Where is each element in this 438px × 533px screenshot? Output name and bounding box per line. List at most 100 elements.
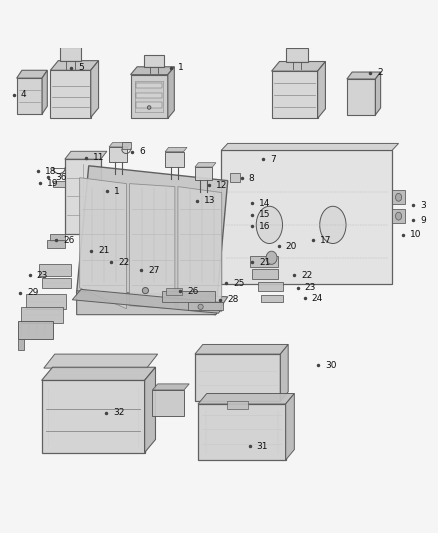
Text: 15: 15 [259, 211, 271, 219]
Text: 32: 32 [113, 408, 124, 417]
Polygon shape [136, 83, 162, 88]
Text: 23: 23 [37, 271, 48, 280]
Polygon shape [42, 367, 155, 381]
Polygon shape [131, 67, 174, 75]
Polygon shape [221, 143, 399, 150]
Polygon shape [152, 390, 184, 416]
Text: 5: 5 [78, 63, 84, 72]
Text: 2: 2 [377, 68, 383, 77]
Polygon shape [280, 344, 288, 401]
Polygon shape [42, 70, 47, 114]
Text: 36: 36 [55, 173, 67, 182]
Text: 20: 20 [286, 242, 297, 251]
Text: 22: 22 [118, 257, 130, 266]
Ellipse shape [396, 212, 402, 220]
Polygon shape [178, 187, 222, 312]
Polygon shape [109, 142, 131, 147]
Ellipse shape [198, 304, 203, 310]
Text: 24: 24 [312, 294, 323, 303]
Text: 21: 21 [259, 257, 271, 266]
Text: 30: 30 [325, 361, 336, 370]
Polygon shape [272, 61, 325, 71]
Ellipse shape [147, 106, 151, 109]
Polygon shape [91, 61, 99, 118]
Polygon shape [198, 404, 286, 460]
Polygon shape [50, 234, 65, 241]
Text: 14: 14 [259, 199, 271, 208]
Polygon shape [130, 184, 175, 309]
Text: 27: 27 [148, 265, 159, 274]
Polygon shape [318, 61, 325, 118]
Polygon shape [21, 307, 63, 324]
Polygon shape [72, 289, 223, 313]
Polygon shape [50, 70, 91, 118]
Polygon shape [286, 49, 308, 61]
Text: 18: 18 [45, 166, 56, 175]
Polygon shape [18, 321, 53, 339]
Polygon shape [162, 290, 215, 302]
Polygon shape [227, 401, 248, 409]
Polygon shape [50, 61, 99, 70]
Polygon shape [286, 393, 294, 460]
Polygon shape [230, 173, 240, 182]
Ellipse shape [396, 193, 402, 201]
Polygon shape [39, 264, 71, 276]
Polygon shape [198, 393, 294, 404]
Polygon shape [136, 93, 162, 98]
Polygon shape [152, 384, 189, 390]
Polygon shape [47, 240, 65, 248]
Polygon shape [122, 142, 131, 149]
Polygon shape [109, 147, 127, 162]
Text: 9: 9 [420, 215, 426, 224]
Polygon shape [195, 167, 212, 180]
Polygon shape [252, 269, 278, 279]
Polygon shape [44, 354, 158, 368]
Text: 7: 7 [270, 155, 276, 164]
Polygon shape [18, 339, 24, 350]
Polygon shape [375, 72, 381, 115]
Text: 23: 23 [305, 283, 316, 292]
Polygon shape [165, 152, 184, 167]
Text: 10: 10 [410, 230, 421, 239]
Polygon shape [53, 181, 65, 187]
Polygon shape [17, 70, 47, 78]
Ellipse shape [266, 251, 277, 264]
Text: 21: 21 [98, 246, 110, 255]
Text: 1: 1 [114, 187, 120, 196]
Text: 6: 6 [139, 147, 145, 156]
Ellipse shape [320, 206, 346, 244]
Polygon shape [166, 288, 182, 295]
Polygon shape [42, 278, 71, 287]
Text: 3: 3 [420, 201, 426, 209]
Polygon shape [195, 344, 288, 354]
Polygon shape [195, 354, 280, 401]
Polygon shape [131, 75, 168, 118]
Text: 13: 13 [204, 196, 215, 205]
Ellipse shape [256, 206, 283, 244]
Polygon shape [347, 72, 381, 79]
Polygon shape [60, 42, 85, 46]
Polygon shape [347, 79, 375, 115]
Polygon shape [168, 67, 174, 118]
Polygon shape [136, 102, 162, 108]
Text: 16: 16 [259, 222, 271, 231]
Polygon shape [392, 209, 405, 223]
Polygon shape [26, 294, 66, 310]
Text: 12: 12 [216, 181, 228, 190]
Text: 11: 11 [93, 154, 104, 163]
Polygon shape [144, 54, 164, 67]
Polygon shape [261, 295, 283, 302]
Text: 26: 26 [63, 236, 74, 245]
Text: 31: 31 [257, 441, 268, 450]
Polygon shape [77, 166, 228, 314]
Polygon shape [145, 367, 155, 453]
Text: 17: 17 [320, 236, 331, 245]
Polygon shape [80, 177, 127, 309]
Polygon shape [60, 46, 81, 61]
Text: 25: 25 [233, 279, 244, 288]
Polygon shape [165, 147, 187, 152]
Polygon shape [258, 282, 283, 290]
Polygon shape [195, 163, 216, 167]
Polygon shape [392, 190, 405, 204]
Polygon shape [221, 150, 392, 284]
